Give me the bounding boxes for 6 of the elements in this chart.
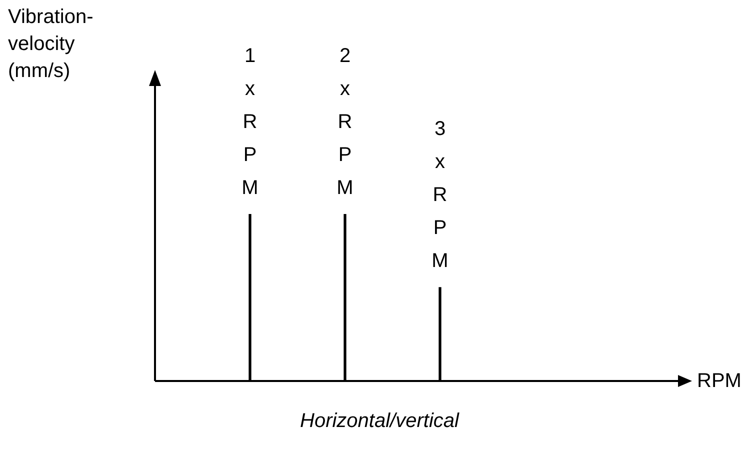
x-tick-label: 1xRPM <box>239 45 261 210</box>
x-tick-label: 2xRPM <box>334 45 356 210</box>
x-axis-title: RPM <box>697 369 742 394</box>
x-tick-label: 3xRPM <box>429 118 451 284</box>
text: Horizontal/vertical <box>299 409 460 434</box>
y-axis-title: Vibration-velocity (mm/s) <box>8 5 94 84</box>
